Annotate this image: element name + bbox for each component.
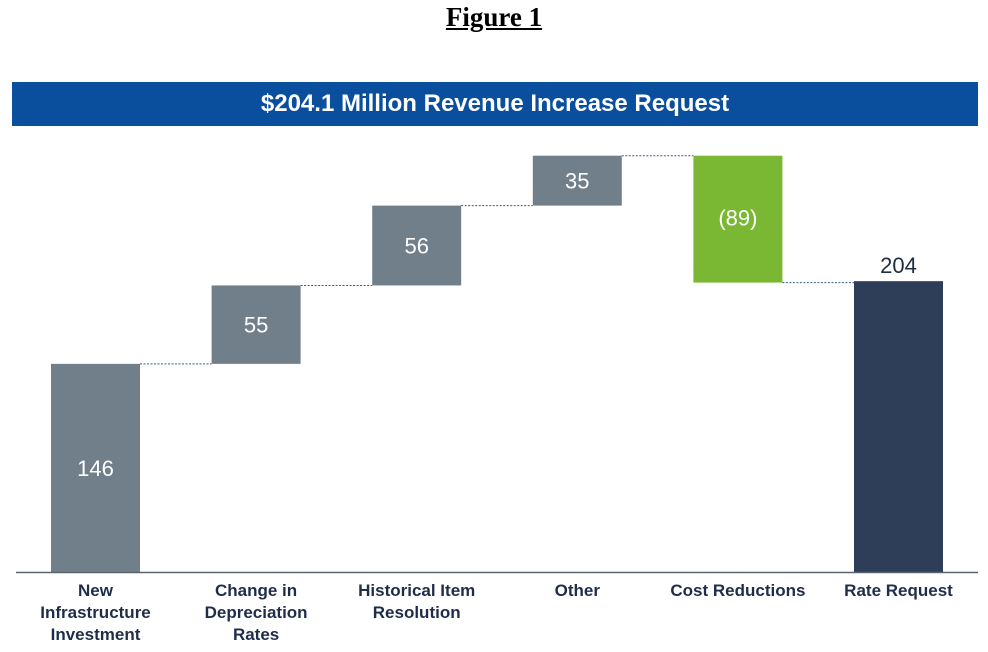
category-label-4: Cost Reductions: [670, 581, 805, 600]
category-label-2-line-0: Historical Item: [358, 581, 475, 600]
bar-0: [51, 363, 140, 572]
category-label-1: Change in Depreciation Rates: [205, 581, 308, 644]
category-label-3: Other: [555, 581, 601, 600]
category-label-2-line-1: Resolution: [373, 603, 461, 622]
bar-3: [532, 155, 622, 206]
category-label-2: Historical Item Resolution: [358, 581, 475, 622]
figure-title: Figure 1: [445, 2, 543, 32]
category-label-1-line-2: Rates: [233, 625, 279, 644]
bar-1: [211, 285, 301, 364]
category-label-0-line-0: New: [78, 581, 114, 600]
value-label-1: 55: [244, 313, 268, 338]
category-label-0-line-2: Investment: [51, 625, 141, 644]
value-label-0: 146: [77, 456, 114, 481]
category-label-5-line-0: Rate Request: [844, 581, 953, 600]
category-label-5: Rate Request: [844, 581, 953, 600]
bar-2: [372, 205, 462, 286]
value-label-3: 35: [565, 169, 589, 194]
value-label-5: 204: [880, 253, 917, 278]
value-label-4: (89): [718, 206, 757, 231]
bar-5: [854, 281, 943, 572]
category-label-0-line-1: Infrastructure: [40, 603, 151, 622]
bar-4: [693, 155, 783, 283]
chart-title-banner: $204.1 Million Revenue Increase Request: [12, 82, 978, 126]
category-label-1-line-0: Change in: [215, 581, 297, 600]
category-label-3-line-0: Other: [555, 581, 601, 600]
category-label-4-line-0: Cost Reductions: [670, 581, 805, 600]
category-label-0: New Infrastructure Investment: [40, 581, 151, 644]
value-label-2: 56: [404, 234, 428, 259]
category-label-1-line-1: Depreciation: [205, 603, 308, 622]
